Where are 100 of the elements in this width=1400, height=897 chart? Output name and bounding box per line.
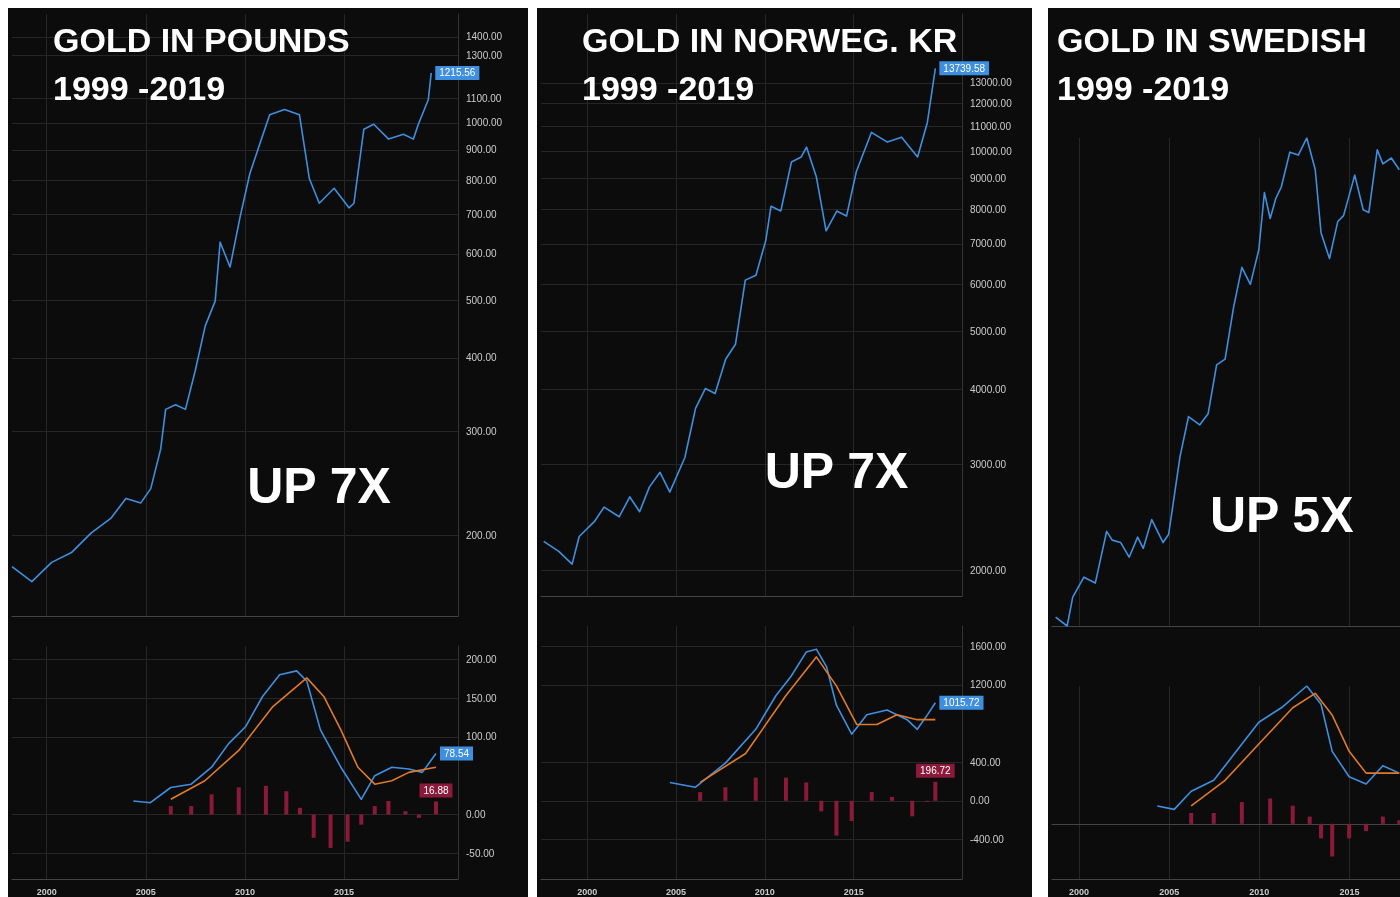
text: 1999 -2019 [53,69,226,107]
y-tick-label: 200.00 [466,529,498,541]
y-tick-label: 13000.00 [970,77,1013,89]
bar [1397,820,1400,824]
y-tick-label: 200.00 [466,653,498,665]
bar [910,800,915,817]
x-tick-label: 2005 [135,886,156,897]
y-tick-label: 1600.00 [970,640,1007,652]
y-tick-label: 1100.00 [466,93,502,105]
y-tick-label: -50.00 [466,847,495,859]
data-label: 196.72 [920,765,952,777]
y-tick-label: 400.00 [466,352,498,364]
y-tick-label: 10000.00 [970,145,1013,157]
y-tick-label: 0.00 [970,795,990,807]
bar [372,806,377,815]
y-tick-label: 700.00 [466,208,498,220]
data-label: 16.88 [423,784,449,796]
bar [263,785,268,815]
bar [819,800,824,812]
y-tick-label: 300.00 [466,425,498,437]
bar [298,807,303,815]
line-series [542,67,937,565]
y-tick-label: 800.00 [466,174,498,186]
line-series [11,72,433,583]
y-tick-label: 1000.00 [466,117,503,129]
chart-title: GOLD IN SWEDISH [1057,21,1367,59]
x-tick-label: 2005 [1159,886,1180,897]
bar [1211,812,1216,824]
bar [1239,802,1244,824]
x-tick-label: 2015 [1339,886,1360,897]
bar [1364,823,1369,832]
x-tick-label: 2010 [1249,886,1270,897]
data-label: 1215.56 [439,67,476,79]
bar [723,787,728,801]
bar [804,782,809,801]
chart-title: GOLD IN NORWEG. KR [582,21,958,59]
x-tick-label: 2000 [1069,886,1090,897]
data-label: 78.54 [444,748,470,760]
bar [236,787,241,815]
x-tick-label: 2000 [36,886,57,897]
bar [698,792,703,801]
data-label: 1015.72 [943,697,980,709]
bar [753,777,758,801]
y-tick-label: 8000.00 [970,203,1007,215]
y-tick-label: 600.00 [466,248,498,260]
bar [1189,812,1194,824]
bar [359,814,364,825]
bar [1268,798,1273,824]
y-tick-label: 500.00 [466,295,498,307]
bar [434,801,438,815]
x-tick-label: 2010 [754,886,775,897]
bar [783,777,788,801]
y-tick-label: 150.00 [466,692,498,704]
bar [1290,805,1295,824]
y-tick-label: 9000.00 [970,172,1007,184]
bar [1330,823,1335,857]
y-tick-label: 12000.00 [970,98,1013,110]
bar [284,791,289,815]
y-tick-label: 5000.00 [970,325,1007,337]
y-tick-label: 2000.00 [970,564,1007,576]
bar [403,811,408,815]
y-tick-label: 100.00 [466,731,498,743]
y-tick-label: 900.00 [466,144,498,156]
chart-title: GOLD IN POUNDS [53,21,350,59]
bar [189,806,194,815]
y-tick-label: 6000.00 [970,278,1007,290]
bar [416,814,421,818]
annotation: UP 7X [247,457,391,514]
x-tick-label: 2000 [577,886,598,897]
y-tick-label: 4000.00 [970,384,1007,396]
y-tick-label: 3000.00 [970,458,1007,470]
bar [869,792,874,801]
y-tick-label: 1400.00 [466,31,503,43]
bar [849,800,854,822]
bar [328,814,333,848]
y-tick-label: 0.00 [466,809,486,821]
bar [890,796,895,801]
y-tick-label: 11000.00 [970,120,1012,132]
y-tick-label: 400.00 [970,756,1002,768]
chart-subtitle: 1999 -2019 [1057,69,1230,107]
bar [834,800,839,836]
y-tick-label: 1300.00 [466,50,503,62]
bar [933,781,938,801]
x-tick-label: 2015 [334,886,355,897]
y-tick-label: 1200.00 [970,679,1007,691]
data-label: 13739.58 [943,62,986,74]
bar [345,814,350,842]
bar [311,814,316,838]
text: 1999 -2019 [582,69,755,107]
bar [1380,816,1385,824]
bar [168,806,173,815]
bar [1307,816,1312,824]
y-tick-label: 7000.00 [970,238,1007,250]
x-tick-label: 2010 [234,886,255,897]
annotation: UP 7X [764,443,909,500]
annotation: UP 5X [1209,487,1354,544]
bar [386,801,391,815]
x-tick-label: 2015 [843,886,864,897]
bar [209,794,214,815]
bar [1347,823,1352,839]
